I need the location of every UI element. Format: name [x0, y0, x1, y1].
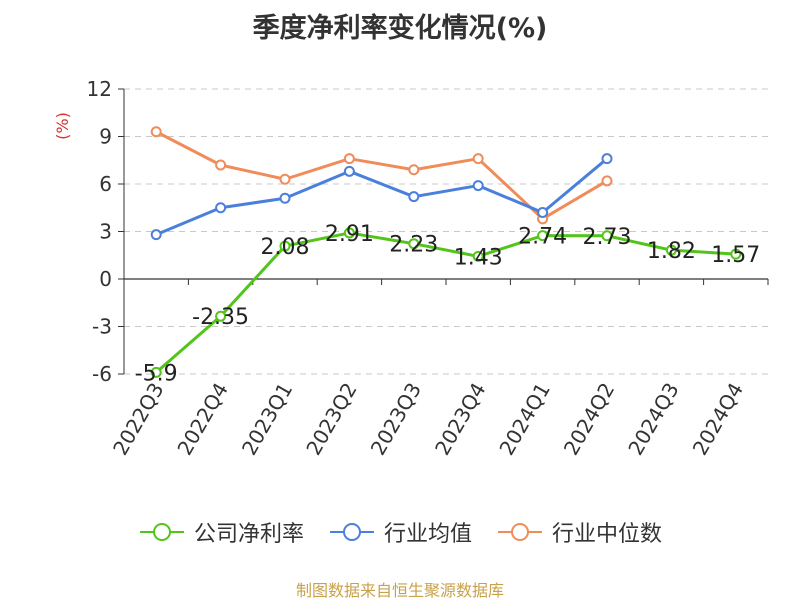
data-point — [279, 173, 291, 185]
y-tick-label: 6 — [99, 172, 112, 196]
data-point — [215, 310, 227, 322]
series-line — [155, 231, 736, 374]
data-point — [150, 126, 162, 138]
x-tick-label: 2023Q4 — [430, 379, 490, 460]
legend-label: 公司净利率 — [193, 522, 304, 547]
x-tick-label: 2024Q3 — [623, 379, 683, 460]
data-point — [215, 159, 227, 171]
x-tick-label: 2023Q1 — [237, 379, 297, 460]
data-point — [343, 227, 355, 239]
x-tick-label: 2024Q4 — [688, 379, 748, 460]
data-point — [279, 192, 291, 204]
y-tick-label: -3 — [92, 315, 112, 339]
data-point — [537, 230, 549, 242]
data-point — [150, 229, 162, 241]
data-point — [408, 238, 420, 250]
data-point — [472, 180, 484, 192]
legend-marker-icon — [329, 523, 374, 541]
legend-marker-icon — [139, 523, 184, 541]
data-point — [279, 240, 291, 252]
data-label: -2.35 — [192, 305, 249, 330]
legend-circle-icon — [342, 523, 361, 541]
legend-item[interactable]: 行业中位数 — [496, 516, 662, 548]
legend-label: 行业中位数 — [552, 522, 663, 547]
data-point — [601, 230, 613, 242]
legend: 公司净利率 行业均值 行业中位数 — [0, 516, 800, 548]
series-line — [155, 157, 608, 237]
data-label: 2.91 — [325, 222, 374, 247]
x-tick-label: 2023Q2 — [301, 379, 361, 460]
data-point — [343, 153, 355, 165]
data-point — [150, 366, 162, 378]
x-tick-label: 2023Q3 — [366, 379, 426, 460]
chart-title: 季度净利率变化情况(%) — [252, 13, 548, 44]
data-label: 2.73 — [583, 225, 632, 250]
x-tick-label: 2022Q3 — [108, 379, 168, 460]
data-point — [665, 244, 677, 256]
legend-item[interactable]: 公司净利率 — [138, 516, 304, 548]
legend-circle-icon — [511, 523, 529, 541]
gridlines — [124, 88, 768, 375]
legend-item[interactable]: 行业均值 — [328, 516, 472, 548]
data-point — [472, 250, 484, 262]
y-tick-label: 0 — [99, 267, 112, 291]
x-tick-label: 2024Q1 — [494, 379, 554, 460]
data-point — [408, 191, 420, 203]
data-point — [730, 248, 742, 260]
source-note: 制图数据来自恒生聚源数据库 — [295, 581, 504, 600]
data-point — [601, 153, 613, 165]
y-tick-label: -6 — [92, 362, 112, 386]
legend-circle-icon — [152, 523, 171, 541]
legend-label: 行业均值 — [383, 522, 472, 547]
data-point — [601, 175, 613, 187]
data-point — [408, 164, 420, 176]
data-point — [215, 202, 227, 214]
data-label: 2.74 — [518, 225, 567, 250]
y-tick-label: 9 — [99, 125, 112, 149]
data-point — [343, 165, 355, 177]
y-axis-label: (%) — [53, 112, 72, 140]
data-label: 1.57 — [711, 243, 760, 268]
data-label: -5.9 — [135, 361, 178, 386]
data-label: 2.23 — [389, 233, 438, 258]
x-tick-label: 2024Q2 — [559, 379, 619, 460]
axes: -6 -3 0 3 6 9 12 2022Q3 2022Q4 2023Q1 2023Q2 2023Q3… — [87, 77, 769, 460]
data-labels: -5.9 -2.35 2.08 2.91 2.23 1.43 2.74 2.73 1.82 1.5… — [135, 222, 761, 386]
data-label: 2.08 — [261, 235, 310, 260]
x-tick-label: 2022Q4 — [172, 379, 232, 460]
data-point — [537, 207, 549, 218]
legend-marker-icon — [498, 523, 542, 541]
series-lines — [150, 126, 742, 378]
data-label: 1.82 — [647, 239, 696, 264]
y-tick-label: 3 — [99, 220, 112, 244]
data-point — [472, 153, 484, 165]
y-tick-label: 12 — [87, 77, 112, 101]
data-label: 1.43 — [454, 245, 503, 270]
